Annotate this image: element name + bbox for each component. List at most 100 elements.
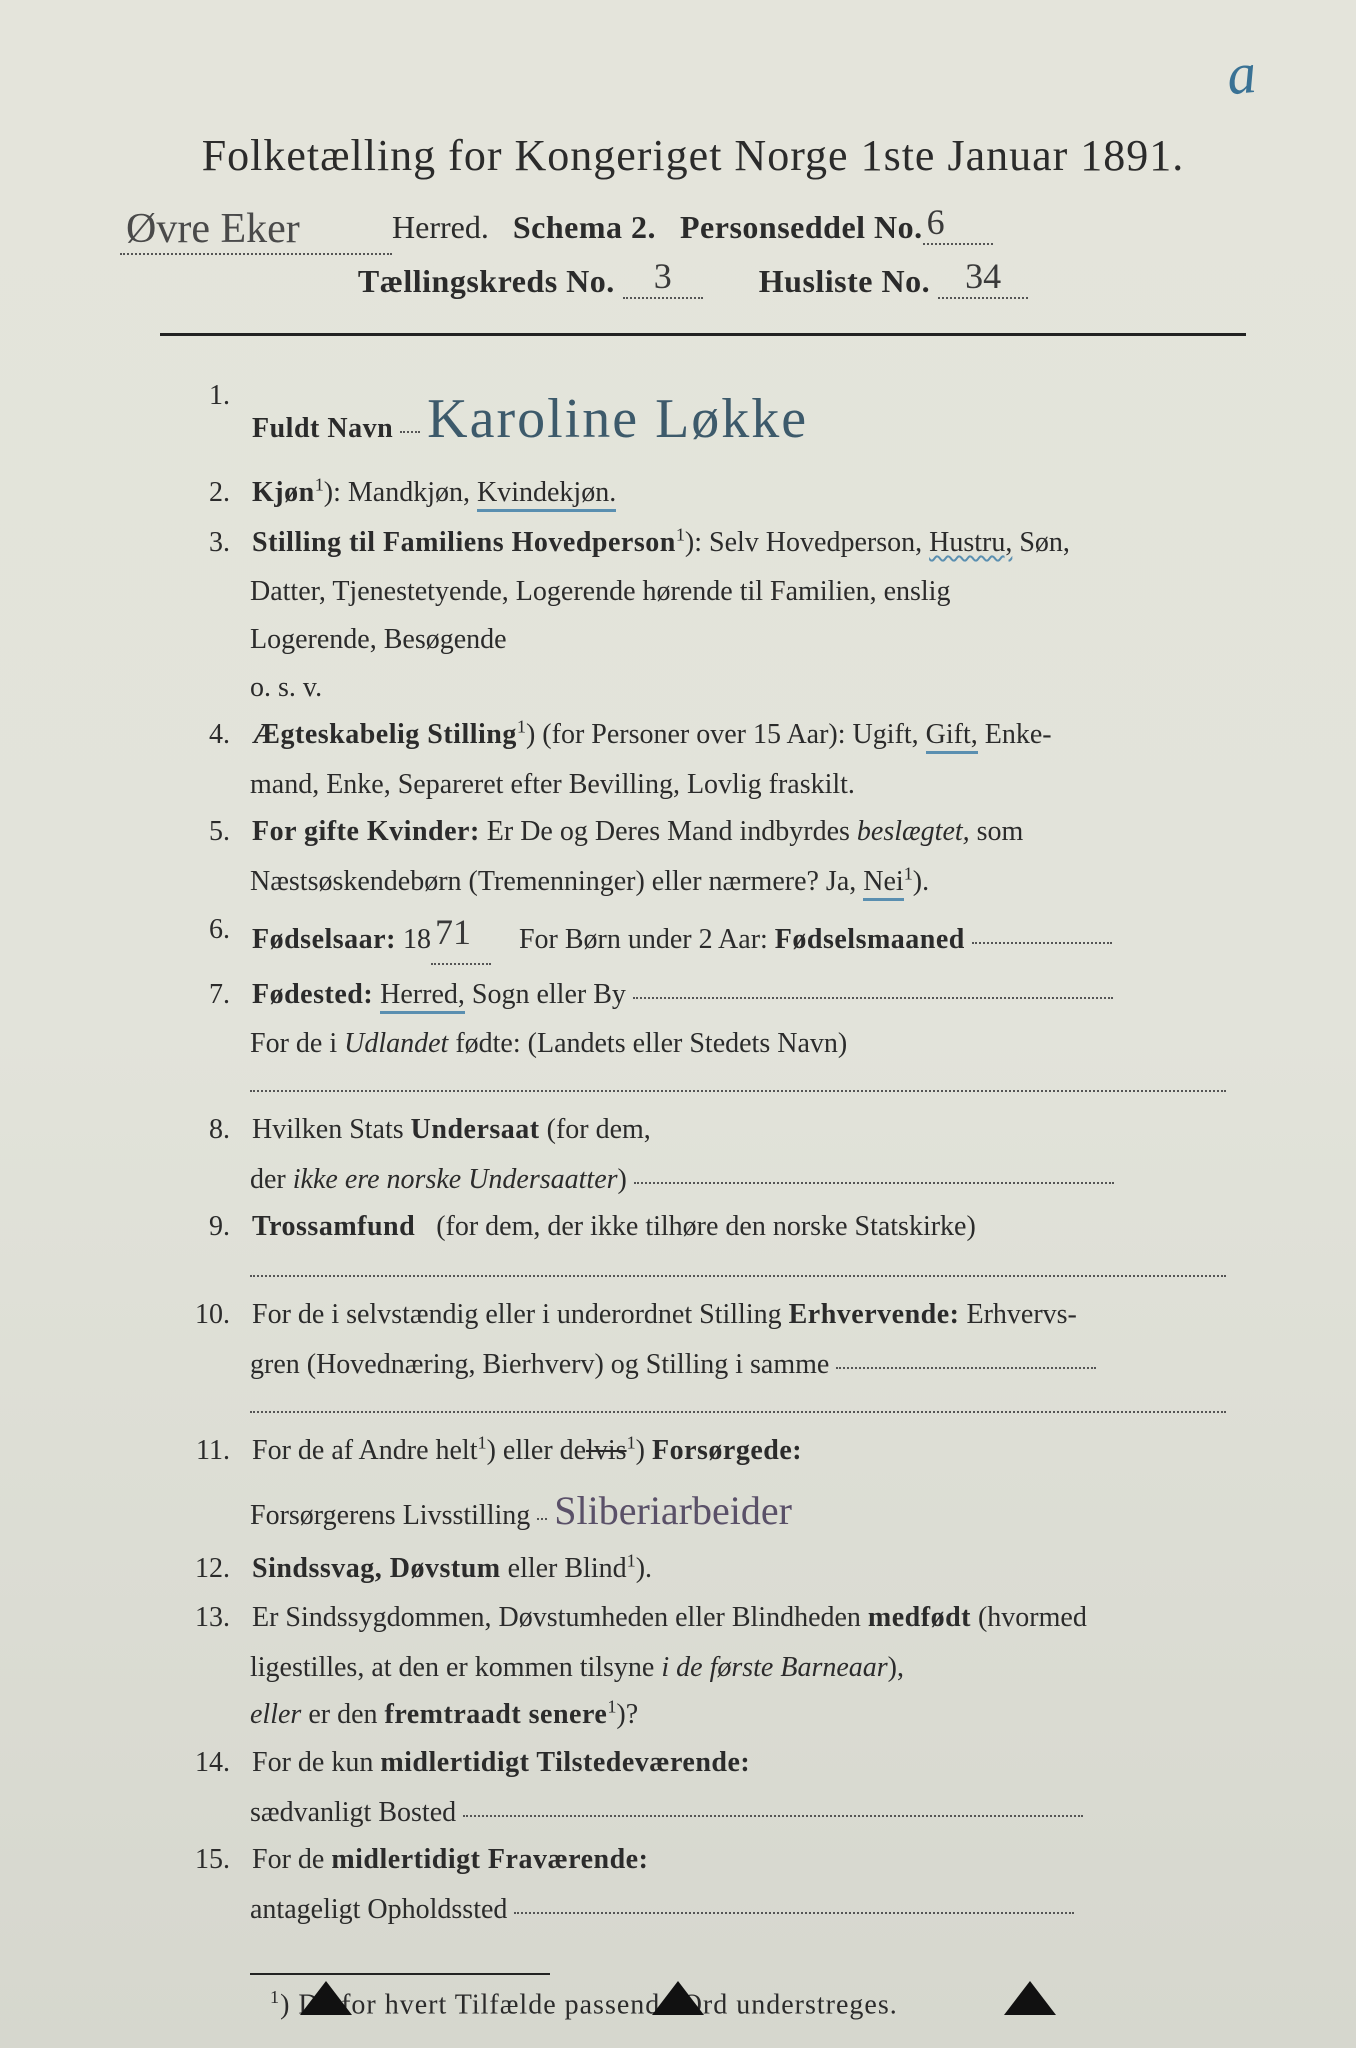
q12-sup: 1 — [627, 1550, 636, 1570]
q6-row: 6. Fødselsaar: 1871 For Børn under 2 Aar… — [160, 906, 1246, 969]
kreds-value: 3 — [650, 256, 676, 296]
q8-txt1: Hvilken Stats — [252, 1114, 404, 1145]
q3-selected: Hustru, — [929, 527, 1012, 558]
q6-label2: Fødselsmaaned — [775, 924, 965, 955]
q8-num: 8. — [160, 1106, 252, 1154]
corner-annotation: a — [1224, 39, 1259, 108]
q8-row: 8. Hvilken Stats Undersaat (for dem, — [160, 1106, 1246, 1154]
q8-label: Undersaat — [411, 1114, 540, 1145]
q9-row: 9. Trossamfund (for dem, der ikke tilhør… — [160, 1203, 1246, 1251]
q13-label: medfødt — [868, 1602, 971, 1633]
triangle-icon — [1004, 1981, 1056, 2015]
q11-row: 11. For de af Andre helt1) eller delvis1… — [160, 1427, 1246, 1475]
q4-sup: 1 — [517, 717, 526, 737]
q8-end: ) — [618, 1164, 627, 1195]
q13-row: 13. Er Sindssygdommen, Døvstumheden elle… — [160, 1594, 1246, 1642]
q11-txt3: ) — [636, 1435, 645, 1466]
q7-line2: For de i Udlandet fødte: (Landets eller … — [250, 1020, 1246, 1068]
q8-line2a: der — [250, 1164, 286, 1195]
q1-row: 1. Fuldt Navn Karoline Løkke — [160, 372, 1246, 467]
q5-selected: Nei — [863, 866, 903, 901]
q4-selected: Gift, — [926, 719, 978, 754]
q1-num: 1. — [160, 372, 252, 420]
q14-line2t: sædvanligt Bosted — [250, 1797, 456, 1828]
q2-row: 2. Kjøn1): Mandkjøn, Kvindekjøn. — [160, 469, 1246, 517]
form-title: Folketælling for Kongeriget Norge 1ste J… — [100, 130, 1286, 181]
kreds-label: Tællingskreds No. — [358, 263, 615, 299]
header-line-2: Tællingskreds No. 3 Husliste No. 34 — [100, 259, 1286, 303]
q5-em1: beslægtet, — [857, 816, 970, 847]
q11-value: Sliberiarbeider — [554, 1488, 792, 1533]
q4-txt1: (for Personer over 15 Aar): Ugift, — [542, 719, 918, 750]
q3-line4: o. s. v. — [250, 664, 1246, 712]
q4-row: 4. Ægteskabelig Stilling1) (for Personer… — [160, 711, 1246, 759]
q13-em1: i de første Barneaar — [661, 1652, 887, 1683]
q2-label: Kjøn — [252, 477, 315, 508]
q9-label: Trossamfund — [252, 1211, 415, 1242]
q3-txt2: Søn, — [1019, 527, 1070, 558]
footnote-rule — [250, 1973, 550, 1975]
q5-line2a: Næstsøskendebørn (Tremenninger) eller næ… — [250, 866, 856, 897]
q8-line2: der ikke ere norske Undersaatter) — [250, 1156, 1246, 1204]
q11-line2t: Forsørgerens Livsstilling — [250, 1500, 530, 1531]
q6-prefix: 18 — [403, 924, 431, 955]
q13-txt3: er den — [308, 1699, 377, 1730]
q10-num: 10. — [160, 1291, 252, 1339]
q15-label: midlertidigt Fraværende: — [331, 1844, 648, 1875]
q3-line3: Logerende, Besøgende — [250, 616, 1246, 664]
q13-txt1: Er Sindssygdommen, Døvstumheden eller Bl… — [252, 1602, 861, 1633]
q11-strike: lvis — [586, 1435, 626, 1466]
q12-txt: eller Blind — [508, 1553, 627, 1584]
q2-num: 2. — [160, 469, 252, 517]
divider — [160, 333, 1246, 336]
q2-opt1: Mandkjøn, — [348, 477, 470, 508]
q9-num: 9. — [160, 1203, 252, 1251]
q13-line2b: ), — [888, 1652, 904, 1683]
q9-dotline — [250, 1253, 1226, 1277]
q11-line2: Forsørgerens Livsstilling Sliberiarbeide… — [250, 1477, 1246, 1545]
triangle-icon — [300, 1981, 352, 2015]
q10-txt2: Erhvervs- — [966, 1299, 1076, 1330]
q10-txt1: For de i selvstændig eller i underordnet… — [252, 1299, 782, 1330]
q4-num: 4. — [160, 711, 252, 759]
herred-label: Herred. — [392, 209, 489, 246]
q11-txt1: For de af Andre helt — [252, 1435, 478, 1466]
q14-txt: For de kun — [252, 1747, 373, 1778]
q7-selected: Herred, — [380, 979, 465, 1014]
personseddel-label: Personseddel No. — [680, 209, 923, 246]
schema-label: Schema 2. — [513, 209, 656, 246]
q11-num: 11. — [160, 1427, 252, 1475]
q12-row: 12. Sindssvag, Døvstum eller Blind1). — [160, 1545, 1246, 1593]
q15-line2: antageligt Opholdssted — [250, 1886, 1246, 1934]
q10-dotline — [250, 1389, 1226, 1413]
q3-num: 3. — [160, 519, 252, 567]
q5-num: 5. — [160, 808, 252, 856]
q7-label: Fødested: — [252, 979, 373, 1010]
q4-label: Ægteskabelig Stilling — [252, 719, 517, 750]
q15-txt: For de — [252, 1844, 324, 1875]
q10-line2t: gren (Hovednæring, Bierhverv) og Stillin… — [250, 1349, 829, 1380]
q6-num: 6. — [160, 906, 252, 954]
q6-value: 71 — [431, 912, 475, 952]
q11-txt2: ) eller de — [487, 1435, 587, 1466]
binding-marks — [0, 1978, 1356, 2018]
q13-line2: ligestilles, at den er kommen tilsyne i … — [250, 1644, 1246, 1692]
q3-txt1: Selv Hovedperson, — [709, 527, 922, 558]
q7-line2a: For de i — [250, 1028, 337, 1059]
q1-value: Karoline Løkke — [427, 388, 808, 450]
q14-label: midlertidigt Tilstedeværende: — [380, 1747, 750, 1778]
q13-line3: eller er den fremtraadt senere1)? — [250, 1691, 1246, 1739]
triangle-icon — [652, 1981, 704, 2015]
q15-row: 15. For de midlertidigt Fraværende: — [160, 1836, 1246, 1884]
q6-txt2: For Børn under 2 Aar: — [519, 924, 768, 955]
q5-row: 5. For gifte Kvinder: Er De og Deres Man… — [160, 808, 1246, 856]
q7-txt1: Sogn eller By — [472, 979, 626, 1010]
q7-num: 7. — [160, 971, 252, 1019]
q7-line2b: fødte: (Landets eller Stedets Navn) — [455, 1028, 847, 1059]
header-line-1: Øvre Eker Herred. Schema 2. Personseddel… — [120, 201, 1286, 251]
census-form-page: a Folketælling for Kongeriget Norge 1ste… — [0, 0, 1356, 2048]
q8-txt2: (for dem, — [547, 1114, 651, 1145]
q10-line2: gren (Hovednæring, Bierhverv) og Stillin… — [250, 1341, 1246, 1389]
q13-num: 13. — [160, 1594, 252, 1642]
q11-label: Forsørgede: — [652, 1435, 802, 1466]
